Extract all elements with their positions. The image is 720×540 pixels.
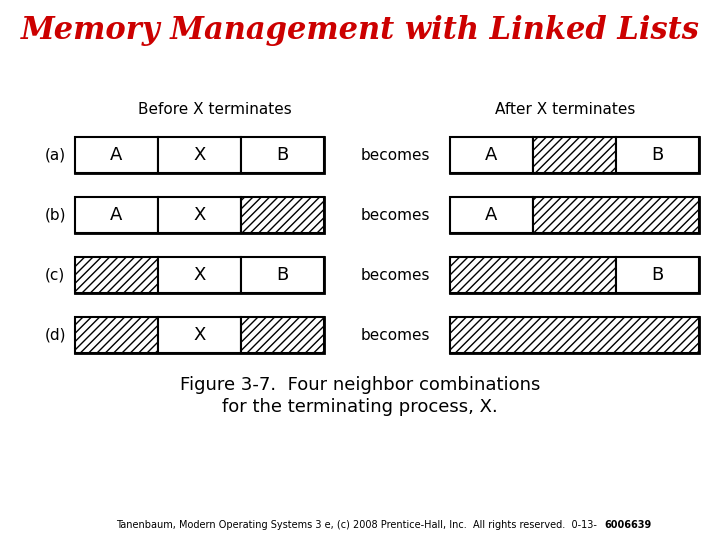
Text: X: X <box>193 326 206 344</box>
Bar <box>75 257 158 293</box>
Bar <box>450 317 699 353</box>
Text: for the terminating process, X.: for the terminating process, X. <box>222 398 498 416</box>
Text: A: A <box>110 206 122 224</box>
Bar <box>450 137 533 173</box>
Bar <box>241 197 324 233</box>
Text: becomes: becomes <box>360 267 430 282</box>
Text: Memory Management with Linked Lists: Memory Management with Linked Lists <box>21 15 699 45</box>
Text: (a): (a) <box>45 147 66 163</box>
Bar <box>75 317 158 353</box>
Text: becomes: becomes <box>360 327 430 342</box>
Text: A: A <box>485 146 498 164</box>
Bar <box>616 137 699 173</box>
Text: B: B <box>276 146 289 164</box>
Bar <box>75 317 324 353</box>
Bar <box>241 197 324 233</box>
Bar <box>75 137 158 173</box>
Text: X: X <box>193 206 206 224</box>
Text: Tanenbaum, Modern Operating Systems 3 e, (c) 2008 Prentice-Hall, Inc.  All right: Tanenbaum, Modern Operating Systems 3 e,… <box>116 520 596 530</box>
Bar <box>75 137 324 173</box>
Text: B: B <box>276 266 289 284</box>
Text: B: B <box>652 146 664 164</box>
Text: B: B <box>652 266 664 284</box>
Text: A: A <box>485 206 498 224</box>
Bar <box>533 137 616 173</box>
Text: (d): (d) <box>44 327 66 342</box>
Bar <box>241 137 324 173</box>
Text: becomes: becomes <box>360 147 430 163</box>
Bar <box>241 257 324 293</box>
Bar <box>533 197 699 233</box>
Text: (b): (b) <box>44 207 66 222</box>
Text: (c): (c) <box>45 267 65 282</box>
Bar <box>450 137 699 173</box>
Bar <box>158 257 241 293</box>
Bar <box>75 257 324 293</box>
Bar <box>533 197 699 233</box>
Bar <box>241 317 324 353</box>
Text: Figure 3-7.  Four neighbor combinations: Figure 3-7. Four neighbor combinations <box>180 376 540 394</box>
Text: Before X terminates: Before X terminates <box>138 103 292 118</box>
Text: After X terminates: After X terminates <box>495 103 635 118</box>
Bar <box>450 257 616 293</box>
Text: A: A <box>110 146 122 164</box>
Bar <box>450 197 533 233</box>
Bar <box>158 137 241 173</box>
Bar <box>158 317 241 353</box>
Bar <box>450 197 699 233</box>
Text: becomes: becomes <box>360 207 430 222</box>
Bar <box>158 197 241 233</box>
Text: 6006639: 6006639 <box>604 520 652 530</box>
Bar <box>75 197 158 233</box>
Bar <box>75 257 158 293</box>
Text: X: X <box>193 146 206 164</box>
Bar <box>450 257 699 293</box>
Bar <box>533 137 616 173</box>
Bar <box>450 317 699 353</box>
Bar <box>241 317 324 353</box>
Text: X: X <box>193 266 206 284</box>
Bar <box>450 317 699 353</box>
Bar <box>75 197 324 233</box>
Bar <box>616 257 699 293</box>
Bar <box>75 317 158 353</box>
Bar <box>450 257 616 293</box>
